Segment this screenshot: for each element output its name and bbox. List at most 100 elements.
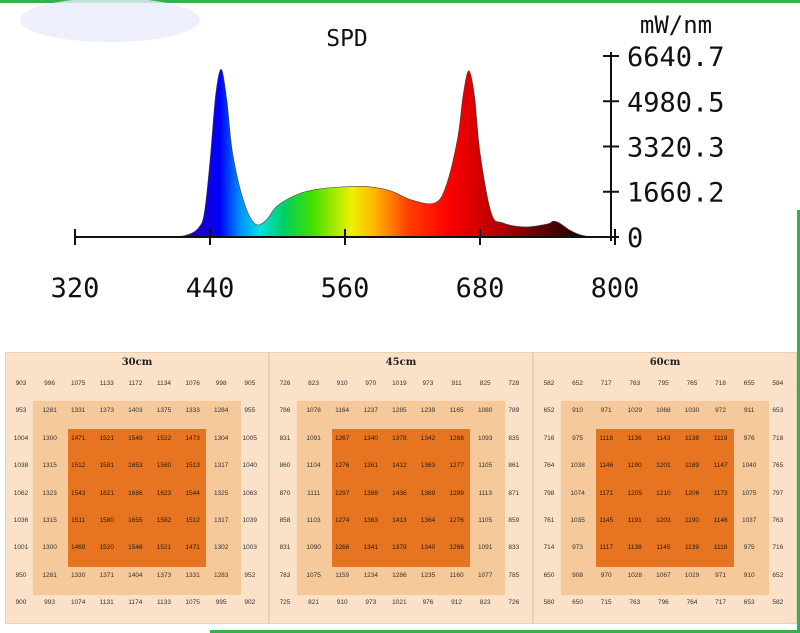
ppfd-cell: 1103 — [306, 517, 321, 524]
ppfd-cell: 1003 — [242, 544, 258, 552]
ppfd-cell: 831 — [279, 544, 291, 552]
ppfd-cell: 1317 — [213, 462, 229, 470]
ppfd-cell: 650 — [543, 571, 555, 579]
ppfd-cell: 1623 — [156, 489, 172, 497]
ppfd-cell: 995 — [215, 599, 227, 607]
ppfd-cell: 1117 — [599, 544, 613, 552]
grid-30cm: 903 996 1075 1133 1172 1134 1076 998 905 953 1281 1… — [6, 373, 268, 623]
ppfd-cell: 765 — [772, 462, 784, 470]
ppfd-cell: 1136 — [627, 434, 642, 442]
ppfd-cell: 1206 — [684, 489, 700, 497]
ppfd-cell: 973 — [365, 599, 377, 607]
ppfd-cell: 1189 — [685, 462, 699, 470]
ppfd-cell: 1363 — [420, 462, 436, 470]
ppfd-cell: 823 — [479, 599, 491, 607]
ppfd-cell: 975 — [572, 434, 584, 442]
ppfd-cell: 1281 — [42, 571, 57, 579]
ppfd-cell: 859 — [508, 517, 520, 524]
ppfd-cell: 1413 — [392, 517, 407, 524]
ppfd-cell: 821 — [308, 599, 320, 607]
ppfd-cell: 717 — [715, 599, 727, 607]
ppfd-cell: 1331 — [185, 571, 200, 579]
ppfd-cell: 973 — [422, 380, 434, 387]
ppfd-cell: 1300 — [42, 434, 57, 442]
ppfd-cell: 1543 — [70, 489, 86, 497]
ppfd-cell: 716 — [772, 544, 784, 552]
panel-title-30cm: 30cm — [121, 357, 153, 368]
ppfd-cell: 1266 — [449, 544, 464, 552]
ppfd-cell: 950 — [15, 571, 27, 579]
ppfd-cell: 1330 — [70, 571, 86, 579]
ppfd-cell: 1364 — [420, 517, 436, 524]
ppfd-cell: 1375 — [156, 407, 172, 415]
ppfd-cell: 1237 — [363, 407, 379, 415]
ppfd-cell: 1029 — [627, 407, 643, 415]
ppfd-cell: 1203 — [656, 517, 671, 524]
panel-title-60cm: 60cm — [649, 357, 681, 368]
ppfd-cell: 718 — [772, 434, 784, 442]
ppfd-cell: 1201 — [656, 462, 671, 470]
ppfd-cell: 1029 — [684, 571, 700, 579]
ppfd-cell: 996 — [44, 380, 56, 387]
spectrum-outline — [75, 69, 615, 238]
ppfd-cell: 1063 — [242, 489, 258, 497]
ppfd-cell: 1075 — [185, 599, 200, 607]
ppfd-cell: 1341 — [363, 544, 379, 552]
ppfd-cell: 653 — [772, 407, 784, 415]
ppfd-cell: 1074 — [70, 599, 86, 607]
ppfd-cell: 911 — [744, 407, 755, 415]
ppfd-cell: 1040 — [242, 462, 258, 470]
ppfd-cell: 764 — [686, 599, 698, 607]
ppfd-cell: 998 — [215, 380, 227, 387]
ppfd-cell: 823 — [308, 380, 320, 387]
ppfd-cell: 1340 — [363, 434, 379, 442]
ppfd-cell: 900 — [15, 599, 27, 607]
ppfd-cell: 1074 — [570, 489, 585, 497]
ppfd-cell: 831 — [279, 434, 291, 442]
ppfd-cell: 1091 — [306, 434, 321, 442]
ppfd-cell: 1077 — [477, 571, 493, 579]
ppfd-cell: 1040 — [741, 462, 757, 470]
ppfd-cell: 652 — [543, 407, 555, 415]
ppfd-cell: 955 — [244, 407, 256, 415]
ppfd-cell: 1521 — [156, 544, 172, 552]
ppfd-cell: 975 — [743, 544, 755, 552]
ppfd-cell: 1171 — [599, 489, 614, 497]
chart-title: SPD — [326, 26, 368, 52]
ppfd-cell: 653 — [743, 599, 755, 607]
ppfd-cell: 976 — [743, 434, 755, 442]
ppfd-cell: 1276 — [449, 517, 464, 524]
ppfd-cell: 1190 — [685, 517, 699, 524]
ppfd-cell: 1546 — [128, 544, 143, 552]
ppfd-cell: 1159 — [335, 571, 350, 579]
ppfd-cell: 1113 — [478, 489, 492, 497]
high-intensity-band — [596, 429, 734, 567]
ppfd-cell: 1190 — [627, 462, 642, 470]
ppfd-cell: 1331 — [70, 407, 86, 415]
ppfd-cell: 912 — [451, 599, 463, 607]
ppfd-cell: 1389 — [420, 489, 436, 497]
ppfd-cell: 1549 — [128, 434, 143, 442]
ppfd-cell: 970 — [600, 571, 612, 579]
ppfd-cell: 833 — [508, 544, 520, 552]
ppfd-cell: 1471 — [185, 544, 200, 552]
ppfd-cell: 972 — [715, 407, 727, 415]
ppfd-cell: 1165 — [449, 407, 464, 415]
ppfd-cell: 1004 — [13, 434, 29, 442]
ppfd-cell: 1323 — [42, 489, 57, 497]
panel-title-45cm: 45cm — [385, 357, 417, 368]
ppfd-cell: 718 — [715, 380, 727, 387]
ppfd-cell: 1361 — [363, 462, 379, 470]
ppfd-cell: 783 — [279, 571, 291, 579]
ppfd-cell: 1297 — [334, 489, 350, 497]
ppfd-cell: 584 — [772, 380, 784, 387]
ppfd-cell: 761 — [543, 517, 555, 524]
ppfd-cell: 1143 — [656, 434, 671, 442]
ppfd-cell: 1267 — [334, 434, 350, 442]
ppfd-cell: 971 — [715, 571, 727, 579]
x-tick-label: 320 — [51, 273, 100, 304]
ppfd-cell: 1342 — [420, 434, 436, 442]
y-tick-label: 3320.3 — [627, 133, 725, 164]
ppfd-cell: 582 — [543, 380, 555, 387]
spd-chart: SPD mW/nm 320 440 560 680 800 6640.7 4980.5 33… — [20, 0, 725, 304]
